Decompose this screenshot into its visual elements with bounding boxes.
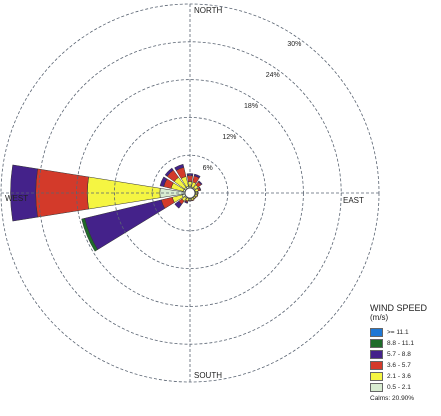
wind-speed-legend: WIND SPEED (m/s) >= 11.1 8.8 - 11.1 5.7 - …: [370, 303, 441, 402]
ring-label-2: 12%: [222, 134, 236, 141]
legend-swatch: [370, 328, 383, 337]
legend-label: 2.1 - 3.6: [387, 373, 411, 380]
legend-row: 5.7 - 8.8: [370, 349, 441, 360]
legend-calms: Calms: 20.90%: [370, 395, 415, 402]
legend-row: >= 11.1: [370, 327, 441, 338]
petal-se-class-3: [193, 196, 197, 200]
ring-label-5: 30%: [287, 41, 301, 48]
legend-label: 8.8 - 11.1: [387, 340, 414, 347]
petal-wnw-class-2: [159, 176, 168, 187]
north-label: NORTH: [194, 6, 223, 15]
legend-label: 5.7 - 8.8: [387, 351, 411, 358]
legend-row: 3.6 - 5.7: [370, 360, 441, 371]
south-label: SOUTH: [194, 371, 222, 380]
petal-layer: [10, 163, 203, 252]
legend-label: >= 11.1: [387, 329, 409, 336]
petal-sw-class-2: [174, 200, 183, 209]
petal-w-class-2: [10, 164, 38, 222]
legend-swatch: [370, 372, 383, 381]
east-label: EAST: [343, 196, 364, 205]
legend-label: 0.5 - 2.1: [387, 384, 411, 391]
legend-rows: >= 11.1 8.8 - 11.1 5.7 - 8.8 3.6 - 5.7 2.1 -…: [370, 327, 441, 393]
legend-swatch: [370, 350, 383, 359]
petal-sse-class-3: [191, 199, 195, 202]
legend-swatch: [370, 339, 383, 348]
axis-layer: [1, 4, 379, 382]
legend-label: 3.6 - 5.7: [387, 362, 411, 369]
petal-ssw-class-2: [184, 200, 189, 204]
ring-label-layer: 6% 12% 18% 24% 30%: [203, 41, 302, 172]
petal-nnw-class-2: [174, 163, 185, 171]
legend-swatch: [370, 383, 383, 392]
west-label: WEST: [5, 194, 28, 203]
ring-label-3: 18%: [244, 103, 258, 110]
legend-unit: (m/s): [370, 313, 389, 322]
petal-nne-class-2: [193, 173, 201, 179]
petal-wsw-class-1: [81, 217, 98, 252]
center-calm-circle: [184, 187, 196, 199]
petal-ne-class-2: [197, 180, 203, 186]
legend-row: 8.8 - 11.1: [370, 338, 441, 349]
ring-label-4: 24%: [266, 72, 280, 79]
ring-label-1: 6%: [203, 165, 213, 172]
legend-row: 2.1 - 3.6: [370, 371, 441, 382]
legend-title: WIND SPEED: [370, 303, 428, 313]
petal-ese-class-3: [196, 194, 199, 198]
ring-2: [114, 117, 266, 269]
petal-nw-class-2: [164, 167, 174, 177]
legend-swatch: [370, 361, 383, 370]
legend-row: 0.5 - 2.1: [370, 382, 441, 393]
petal-ene-class-2: [198, 186, 202, 191]
